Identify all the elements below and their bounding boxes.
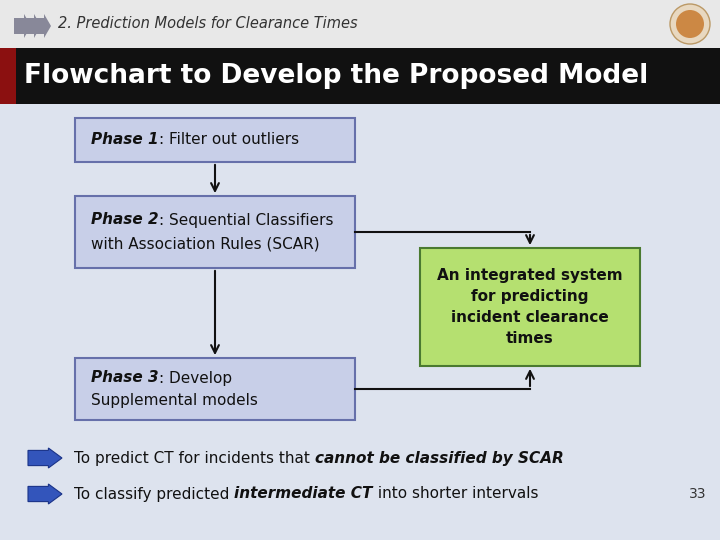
Polygon shape (24, 14, 41, 38)
FancyBboxPatch shape (75, 196, 355, 268)
Text: Phase 1: Phase 1 (91, 132, 158, 147)
Bar (0, 48, 720, 104)
Text: intermediate CT: intermediate CT (234, 487, 373, 502)
Text: cannot be classified by SCAR: cannot be classified by SCAR (315, 450, 564, 465)
FancyBboxPatch shape (75, 358, 355, 420)
Polygon shape (28, 448, 62, 468)
Polygon shape (28, 484, 62, 504)
Text: : Sequential Classifiers: : Sequential Classifiers (158, 213, 333, 227)
Polygon shape (14, 14, 31, 38)
FancyBboxPatch shape (75, 118, 355, 162)
Bar (0, 48, 16, 104)
Text: Phase 3: Phase 3 (91, 370, 158, 386)
Bar (0, 0, 720, 48)
Text: To predict CT for incidents that: To predict CT for incidents that (74, 450, 315, 465)
Text: Supplemental models: Supplemental models (91, 393, 258, 408)
Text: Phase 2: Phase 2 (91, 213, 158, 227)
Text: with Association Rules (SCAR): with Association Rules (SCAR) (91, 237, 320, 252)
Text: To classify predicted: To classify predicted (74, 487, 234, 502)
Circle shape (670, 4, 710, 44)
Text: Flowchart to Develop the Proposed Model: Flowchart to Develop the Proposed Model (24, 63, 648, 89)
Text: : Filter out outliers: : Filter out outliers (158, 132, 299, 147)
Text: 2. Prediction Models for Clearance Times: 2. Prediction Models for Clearance Times (58, 17, 358, 31)
FancyBboxPatch shape (420, 248, 640, 366)
Text: 33: 33 (688, 487, 706, 501)
Polygon shape (34, 14, 51, 38)
Text: : Develop: : Develop (158, 370, 232, 386)
Text: into shorter intervals: into shorter intervals (373, 487, 538, 502)
Text: An integrated system
for predicting
incident clearance
times: An integrated system for predicting inci… (437, 268, 623, 346)
Circle shape (676, 10, 704, 38)
